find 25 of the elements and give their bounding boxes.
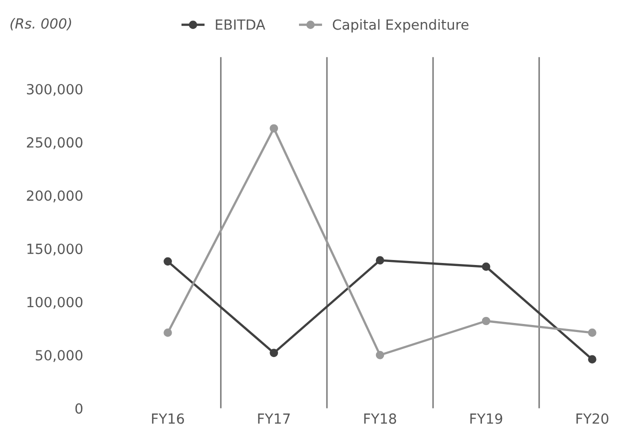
- point: [588, 328, 596, 337]
- x-tick-label: FY20: [576, 413, 608, 424]
- y-axis-title: (Rs. 000): [10, 18, 72, 30]
- y-tick-label: 50,000: [36, 350, 82, 362]
- point: [376, 256, 384, 265]
- point: [588, 355, 596, 364]
- legend-label: Capital Expenditure: [332, 19, 468, 33]
- y-tick-label: 150,000: [27, 244, 82, 256]
- x-tick-label: FY19: [470, 413, 502, 424]
- y-tick-label: 0: [75, 403, 82, 414]
- point: [270, 124, 278, 133]
- y-tick-label: 250,000: [26, 137, 82, 150]
- legend-label: EBITDA: [216, 20, 266, 30]
- point: [376, 350, 384, 360]
- point: [482, 262, 490, 271]
- x-tick-label: FY17: [258, 414, 290, 424]
- y-tick-label: 200,000: [26, 190, 82, 202]
- y-tick-label: 300,000: [26, 84, 82, 96]
- x-tick-label: FY18: [364, 413, 396, 424]
- point: [164, 257, 172, 266]
- point: [482, 316, 490, 326]
- point: [164, 328, 172, 337]
- x-tick-label: FY16: [152, 413, 184, 424]
- point: [270, 348, 278, 358]
- y-tick-label: 100,000: [27, 296, 82, 309]
